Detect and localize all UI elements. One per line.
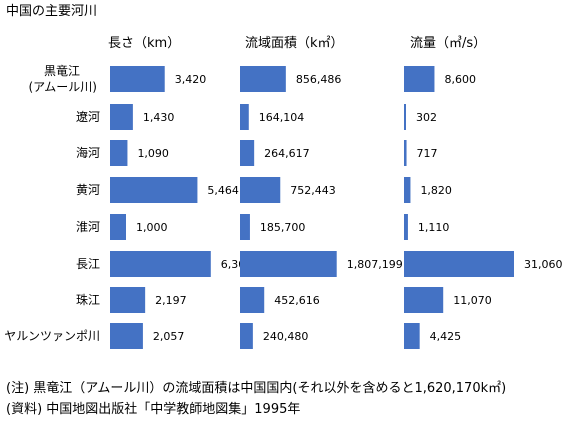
data-label: 1,090 bbox=[137, 147, 169, 160]
note-text: (注) 黒竜江（アムール川）の流域面積は中国国内(それ以外を含めると1,620,… bbox=[6, 380, 506, 396]
bar bbox=[404, 251, 514, 277]
data-label: 264,617 bbox=[264, 147, 310, 160]
data-label: 3,420 bbox=[175, 73, 207, 86]
category-label: 淮河 bbox=[76, 220, 100, 234]
data-label: 1,110 bbox=[418, 221, 450, 234]
category-label: ヤルンツァンポ川 bbox=[4, 329, 100, 343]
data-label: 752,443 bbox=[290, 184, 336, 197]
bar bbox=[240, 66, 286, 92]
data-label: 4,425 bbox=[430, 330, 462, 343]
bar bbox=[240, 287, 265, 313]
data-label: 1,820 bbox=[420, 184, 452, 197]
source-text: (資料) 中国地図出版社「中学教師地図集」1995年 bbox=[6, 401, 300, 417]
bar bbox=[404, 287, 444, 313]
category-label: 珠江 bbox=[76, 293, 100, 307]
bar bbox=[110, 214, 126, 240]
bar bbox=[240, 140, 255, 166]
data-label: 452,616 bbox=[274, 294, 320, 307]
bar bbox=[404, 140, 407, 166]
bar bbox=[110, 251, 211, 277]
bar bbox=[240, 177, 281, 203]
data-label: 5,464 bbox=[207, 184, 239, 197]
bar bbox=[110, 323, 143, 349]
data-label: 856,486 bbox=[296, 73, 342, 86]
category-label: 遼河 bbox=[76, 110, 100, 124]
data-label: 31,060 bbox=[524, 258, 563, 271]
data-label: 717 bbox=[417, 147, 438, 160]
data-label: 11,070 bbox=[453, 294, 492, 307]
bar bbox=[240, 214, 250, 240]
series-header: 長さ（km） bbox=[108, 36, 180, 51]
bar bbox=[110, 104, 133, 130]
category-label: 黒竜江 bbox=[44, 64, 80, 78]
bar bbox=[404, 66, 435, 92]
data-label: 302 bbox=[416, 111, 437, 124]
bar bbox=[240, 251, 337, 277]
bar bbox=[110, 66, 165, 92]
data-label: 2,197 bbox=[155, 294, 187, 307]
bar bbox=[404, 323, 420, 349]
category-label: 海河 bbox=[76, 145, 100, 160]
data-label: 185,700 bbox=[260, 221, 306, 234]
category-label: (アムール川) bbox=[28, 80, 97, 94]
data-label: 8,600 bbox=[444, 73, 476, 86]
bar bbox=[110, 177, 198, 203]
data-label: 240,480 bbox=[263, 330, 309, 343]
bar bbox=[404, 104, 406, 130]
bar bbox=[404, 177, 411, 203]
bar bbox=[240, 104, 249, 130]
series-header: 流量（㎥/s） bbox=[410, 36, 486, 51]
data-label: 1,807,199 bbox=[347, 258, 403, 271]
data-label: 164,104 bbox=[259, 111, 305, 124]
data-label: 1,000 bbox=[136, 221, 168, 234]
data-label: 1,430 bbox=[143, 111, 175, 124]
category-label: 黄河 bbox=[76, 183, 100, 197]
bar bbox=[240, 323, 253, 349]
bar bbox=[404, 214, 408, 240]
bar bbox=[110, 287, 146, 313]
chart-title: 中国の主要河川 bbox=[6, 4, 97, 19]
series-header: 流域面積（k㎡） bbox=[245, 36, 344, 51]
data-label: 2,057 bbox=[153, 330, 185, 343]
bar bbox=[110, 140, 128, 166]
category-label: 長江 bbox=[76, 257, 100, 271]
